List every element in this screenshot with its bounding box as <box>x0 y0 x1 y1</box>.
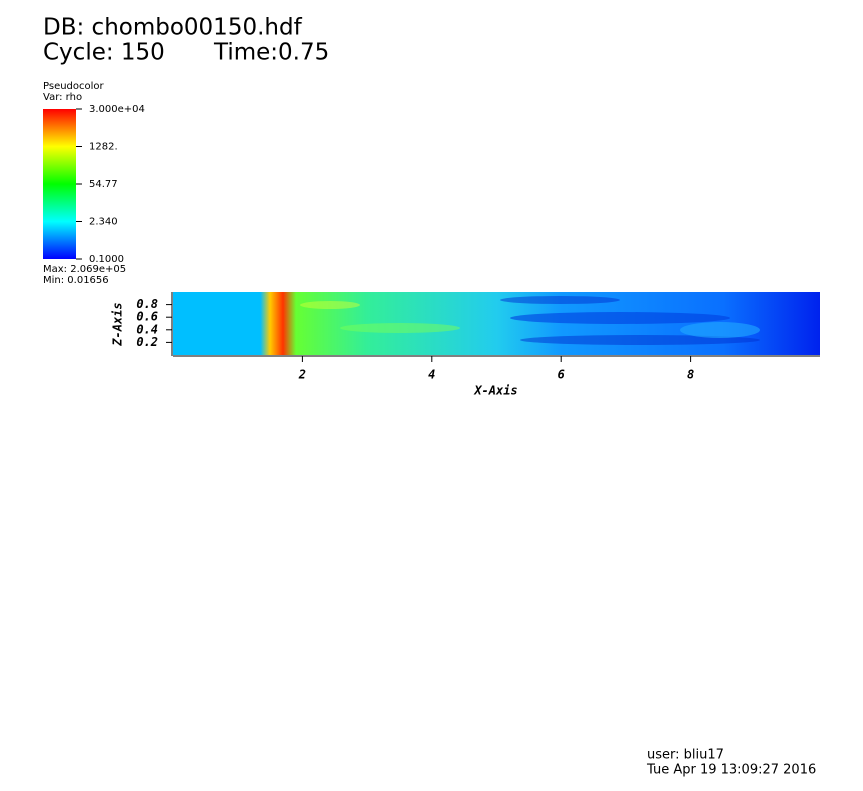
x-tick-label: 4 <box>428 368 435 382</box>
x-tick-label: 6 <box>558 368 565 382</box>
colorbar <box>43 109 76 259</box>
legend-title: Pseudocolor <box>43 81 105 92</box>
date: Tue Apr 19 13:09:27 2016 <box>646 763 816 778</box>
y-axis-title: Z-Axis <box>111 302 125 346</box>
y-tick-label: 0.4 <box>136 322 158 336</box>
db-name: DB: chombo00150.hdf <box>43 15 303 41</box>
min-label: Min: 0.01656 <box>43 275 109 286</box>
colorbar-tick-label: 0.1000 <box>89 254 124 265</box>
y-tick-label: 0.8 <box>136 297 158 311</box>
colorbar-tick-label: 54.77 <box>89 179 118 190</box>
user: user: bliu17 <box>647 748 724 763</box>
y-tick-label: 0.2 <box>136 335 158 349</box>
time: Time:0.75 <box>213 40 329 66</box>
x-axis-title: X-Axis <box>473 384 517 398</box>
x-tick-label: 2 <box>298 368 306 382</box>
x-tick-label: 8 <box>687 368 694 382</box>
field <box>173 292 820 355</box>
legend-var: Var: rho <box>43 92 82 103</box>
cycle: Cycle: 150 <box>43 40 165 66</box>
colorbar-tick-label: 3.000e+04 <box>89 104 145 115</box>
max-label: Max: 2.069e+05 <box>43 264 126 275</box>
y-tick-label: 0.6 <box>136 310 158 324</box>
colorbar-tick-label: 2.340 <box>89 217 118 228</box>
colorbar-tick-label: 1282. <box>89 141 118 152</box>
